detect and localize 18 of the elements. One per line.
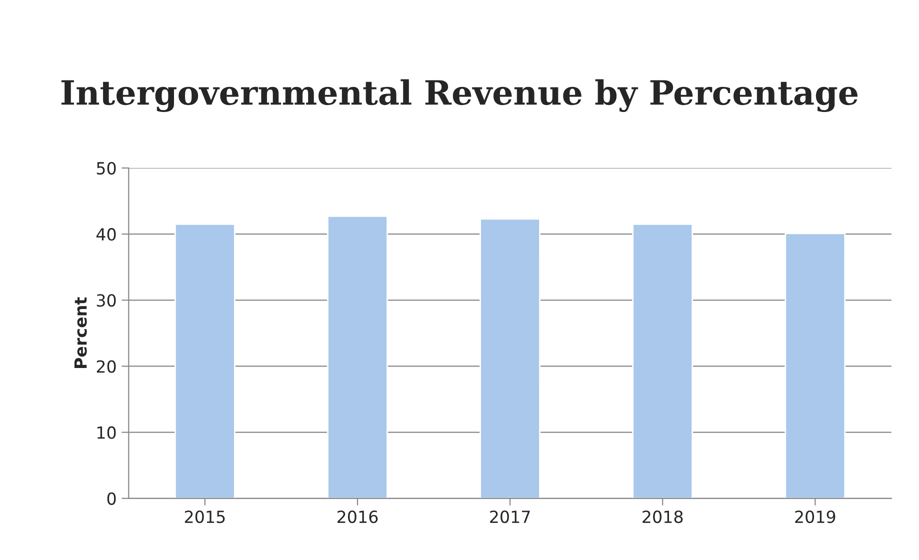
y-tick-label: 10 bbox=[97, 426, 116, 439]
x-tick-label: 2016 bbox=[338, 510, 378, 524]
y-tick-label: 0 bbox=[107, 492, 116, 505]
bar bbox=[784, 232, 846, 498]
bar bbox=[632, 223, 694, 498]
bar bbox=[174, 223, 236, 498]
chart-title: Intergovernmental Revenue by Percentage bbox=[61, 79, 858, 112]
y-axis-title: Percent bbox=[74, 297, 87, 368]
y-tick-label: 50 bbox=[96, 162, 116, 175]
bar bbox=[327, 216, 388, 498]
y-tick-label: 20 bbox=[96, 360, 116, 373]
x-tick-label: 2017 bbox=[490, 510, 530, 524]
bar bbox=[480, 218, 540, 498]
y-tick-label: 40 bbox=[96, 228, 116, 241]
x-tick-label: 2018 bbox=[642, 510, 683, 524]
x-tick-label: 2019 bbox=[795, 510, 836, 524]
x-tick-label: 2015 bbox=[184, 510, 225, 524]
y-tick-label: 30 bbox=[96, 294, 116, 307]
